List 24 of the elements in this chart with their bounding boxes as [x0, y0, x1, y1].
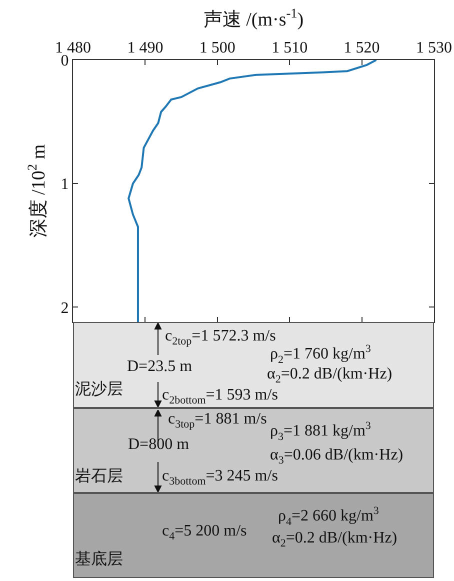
x-tick-label: 1 520	[344, 40, 380, 57]
text: D=23.5 m	[127, 358, 192, 375]
line-series	[128, 60, 378, 322]
x-tick-label: 1 510	[272, 40, 308, 57]
text: c$_{3top}$=1 881 m/s	[168, 410, 267, 431]
text: c$_{2bottom}$=1 593 m/s	[162, 386, 278, 407]
y-tick-label: 0	[60, 52, 69, 70]
text: c$_{3bottom}$=3 245 m/s	[162, 467, 278, 488]
text: D=800 m	[128, 436, 190, 453]
text: 泥沙层	[75, 381, 123, 398]
x-tick-label: 1 530	[416, 40, 452, 57]
text: c$_{4}$=5 200 m/s	[162, 522, 247, 543]
text: α$_{2}$=0.2 dB/(km·Hz)	[272, 529, 398, 550]
text: α$_{2}$=0.2 dB/(km·Hz)	[267, 365, 392, 386]
x-tick-label: 1 500	[199, 40, 236, 57]
y-tick-label: 2	[60, 300, 69, 317]
text: ρ$_{4}$=2 660 kg/m$^{3}$	[278, 505, 379, 528]
x-axis-title: 声速 /(m·s$^{-1}$)	[203, 5, 304, 30]
text: ρ$_{3}$=1 881 kg/m$^{3}$	[270, 420, 371, 443]
y-tick-label: 1	[60, 176, 69, 194]
x-tick-label: 1 490	[127, 40, 164, 57]
text: α$_{3}$=0.06 dB/(km·Hz)	[270, 446, 404, 467]
text: 基底层	[75, 551, 123, 568]
text: 岩石层	[75, 468, 123, 485]
